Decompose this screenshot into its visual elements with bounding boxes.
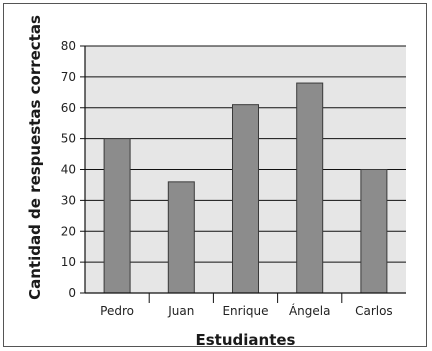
bar-3	[232, 104, 259, 294]
x-tick-label: Juan	[167, 304, 194, 318]
x-tick-label: Enrique	[222, 304, 268, 318]
y-tick-label: 10	[61, 255, 76, 269]
x-axis-title: Estudiantes	[196, 331, 296, 349]
y-axis-title: Cantidad de respuestas correctas	[26, 15, 44, 300]
y-tick-label: 20	[61, 224, 76, 238]
y-tick-label: 70	[61, 70, 76, 84]
y-tick-label: 80	[61, 39, 76, 53]
x-tick-label: Carlos	[355, 304, 393, 318]
y-tick-label: 40	[61, 163, 76, 177]
bar-2	[167, 181, 195, 294]
bar-4	[296, 82, 324, 294]
y-tick-label: 0	[68, 286, 76, 300]
y-tick-label: 30	[61, 193, 76, 207]
x-tick-label: Pedro	[100, 304, 134, 318]
bar-5	[360, 169, 388, 294]
bar-1	[103, 138, 131, 294]
x-tick-label: Ángela	[289, 303, 331, 318]
y-tick-label: 50	[61, 132, 76, 146]
y-tick-label: 60	[61, 101, 76, 115]
